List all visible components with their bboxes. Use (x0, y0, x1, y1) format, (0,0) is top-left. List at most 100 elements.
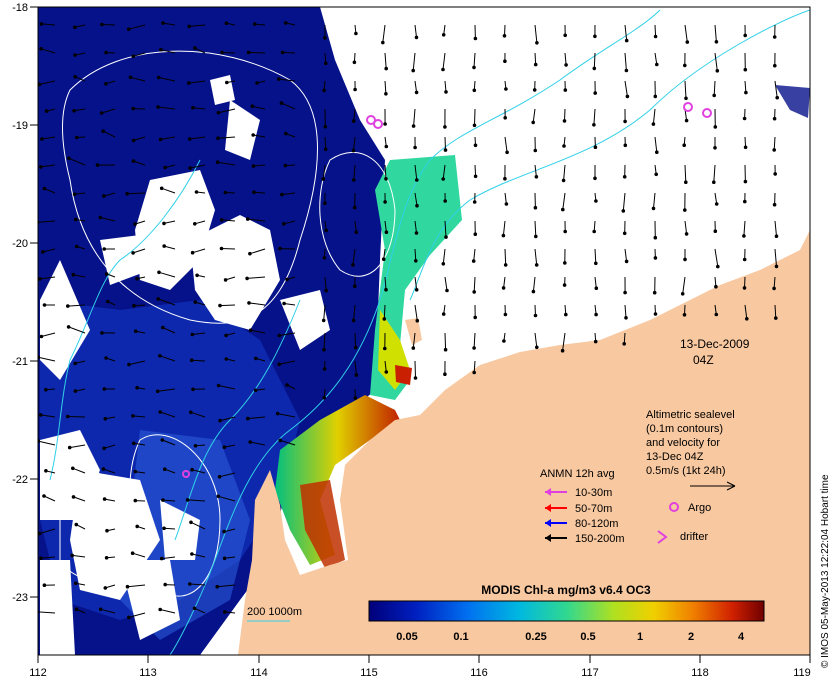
velocity-arrow (384, 52, 387, 69)
colorbar-label: 0.5 (580, 631, 595, 643)
velocity-arrow-head (191, 105, 195, 110)
velocity-arrow-head (250, 104, 255, 108)
velocity-arrow (414, 220, 417, 234)
x-tick-label: 118 (691, 667, 709, 679)
y-axis: -18 -19 -20 -21 -22 -23 (12, 2, 38, 604)
date-label: 13-Dec-2009 (680, 337, 750, 351)
velocity-arrow-head (39, 165, 43, 169)
velocity-arrow-head (224, 21, 229, 26)
velocity-arrow-head (39, 334, 44, 339)
credit-text: © IMOS 05-May-2013 12:22:04 Hobart time (820, 474, 831, 668)
velocity-arrow (133, 304, 146, 307)
velocity-arrow-head (105, 528, 109, 533)
drifter-marker (182, 470, 190, 478)
map-frame (37, 6, 811, 656)
velocity-arrow-head (593, 339, 598, 344)
velocity-arrow-head (383, 200, 387, 204)
velocity-arrow-head (42, 303, 47, 307)
velocity-arrow (164, 468, 176, 474)
velocity-arrow (133, 442, 146, 446)
velocity-arrow-head (275, 411, 280, 416)
velocity-arrow-head (66, 414, 70, 419)
velocity-arrow-head (743, 179, 748, 184)
velocity-arrow-head (285, 383, 289, 387)
velocity-arrow (247, 416, 266, 420)
velocity-arrow-head (71, 272, 76, 277)
velocity-arrow-head (653, 312, 658, 316)
velocity-arrow-head (252, 190, 256, 194)
velocity-arrow (354, 220, 357, 233)
x-tick-label: 113 (139, 667, 157, 679)
velocity-arrow (473, 248, 476, 262)
velocity-arrow-head (444, 90, 448, 94)
velocity-arrow (44, 188, 56, 194)
velocity-arrow-head (73, 53, 77, 57)
velocity-arrow (219, 416, 236, 422)
velocity-arrow-head (245, 217, 250, 221)
velocity-arrow (744, 80, 747, 93)
velocity-arrow-head (772, 148, 777, 152)
velocity-arrow (68, 157, 86, 166)
velocity-arrow (161, 556, 176, 560)
velocity-arrow-head (100, 22, 104, 27)
velocity-arrow (624, 24, 628, 41)
velocity-arrow-head (655, 150, 659, 154)
velocity-arrow-head (653, 94, 658, 99)
velocity-arrow-head (443, 125, 447, 129)
velocity-arrow-head (383, 346, 387, 351)
velocity-arrow (101, 108, 116, 114)
velocity-arrow-head (443, 199, 448, 203)
velocity-arrow (774, 220, 777, 237)
velocity-arrow-head (441, 312, 446, 316)
velocity-arrow-head (415, 318, 420, 323)
velocity-arrow (324, 136, 327, 150)
velocity-arrow-head (216, 494, 221, 499)
velocity-arrow (442, 248, 446, 264)
velocity-arrow-head (104, 556, 109, 560)
velocity-arrow-head (472, 123, 477, 128)
velocity-arrow-head (533, 148, 538, 153)
velocity-arrow (444, 136, 446, 151)
velocity-arrow-head (71, 466, 75, 471)
velocity-arrow (194, 607, 206, 614)
velocity-arrow-head (414, 259, 418, 263)
velocity-arrow-head (535, 345, 539, 350)
velocity-arrow-head (383, 122, 387, 126)
ocean-speck (775, 85, 810, 118)
velocity-arrow (384, 80, 387, 94)
velocity-arrow-head (714, 284, 718, 289)
velocity-arrow (103, 468, 116, 474)
velocity-arrow-head (73, 217, 78, 222)
velocity-arrow-head (685, 40, 690, 44)
velocity-arrow (191, 469, 206, 474)
velocity-arrow (128, 612, 146, 618)
velocity-arrow (253, 134, 266, 138)
velocity-arrow-head (743, 199, 747, 204)
velocity-arrow (684, 24, 688, 43)
velocity-arrow-head (411, 346, 416, 350)
velocity-arrow (74, 108, 86, 112)
velocity-arrow-head (162, 526, 166, 531)
velocity-arrow-head (131, 138, 136, 143)
velocity-arrow (714, 192, 718, 205)
velocity-arrow-head (503, 312, 508, 317)
velocity-arrow-head (193, 300, 198, 304)
velocity-arrow (532, 108, 536, 123)
velocity-arrow (190, 521, 206, 530)
velocity-arrow-head (411, 124, 416, 128)
velocity-arrow-head (277, 77, 281, 81)
velocity-arrow (248, 51, 266, 54)
velocity-arrow-head (353, 396, 358, 400)
velocity-arrow-head (38, 413, 43, 417)
velocity-arrow-head (160, 438, 165, 442)
colorbar-gradient (368, 600, 765, 622)
velocity-arrow-head (473, 315, 478, 320)
velocity-arrow (283, 220, 296, 225)
velocity-arrow-head (285, 277, 289, 282)
velocity-arrow (158, 77, 176, 82)
velocity-arrows (38, 21, 780, 620)
velocity-arrow-head (162, 244, 166, 248)
velocity-arrow (160, 411, 176, 418)
velocity-arrow-head (102, 387, 107, 391)
velocity-arrow-head (39, 22, 44, 26)
